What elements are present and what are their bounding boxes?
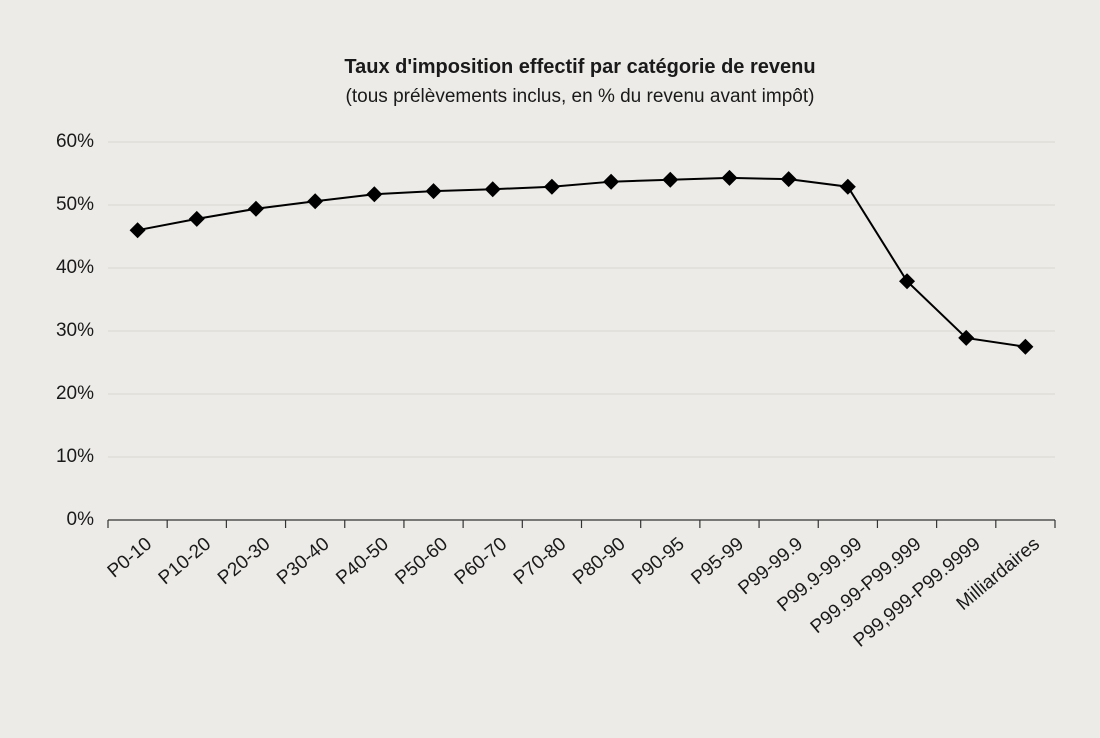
y-tick-label: 60%	[56, 131, 94, 152]
marker	[484, 181, 501, 198]
marker	[425, 183, 442, 200]
y-tick-label: 20%	[56, 383, 94, 404]
marker	[780, 171, 797, 188]
marker	[247, 200, 264, 217]
marker	[366, 186, 383, 203]
chart-title: Taux d'imposition effectif par catégorie…	[344, 56, 815, 78]
line	[137, 176, 1026, 348]
marker	[839, 178, 856, 195]
marker	[721, 169, 738, 186]
marker	[603, 173, 620, 190]
marker	[662, 171, 679, 188]
y-tick-label: 50%	[56, 194, 94, 215]
marker	[1017, 338, 1034, 355]
marker	[958, 329, 975, 346]
marker	[129, 222, 146, 239]
marker	[899, 273, 916, 290]
marker	[543, 178, 560, 195]
y-tick-label: 30%	[56, 320, 94, 341]
y-tick-label: 40%	[56, 257, 94, 278]
marker	[188, 210, 205, 227]
chart-subtitle: (tous prélèvements inclus, en % du reven…	[346, 86, 815, 107]
y-tick-label: 10%	[56, 446, 94, 467]
y-tick-label: 0%	[67, 509, 95, 530]
marker	[307, 193, 324, 210]
